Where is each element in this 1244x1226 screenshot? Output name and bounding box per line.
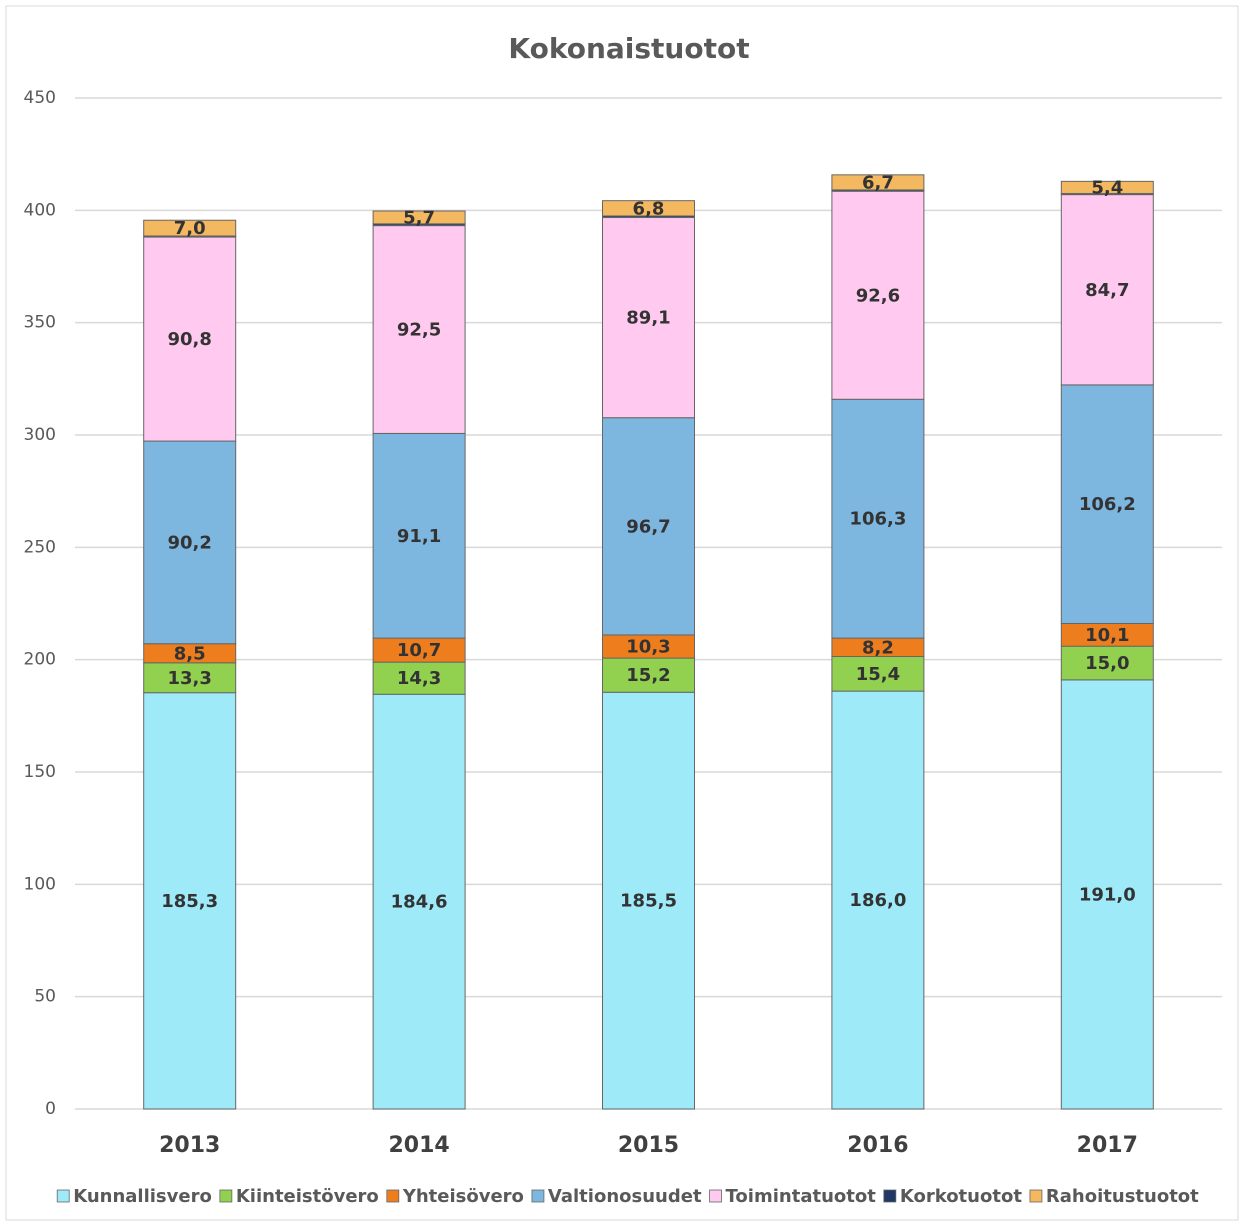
y-tick-label: 50 [34, 987, 56, 1007]
data-label: 10,1 [1085, 625, 1129, 646]
data-label: 84,7 [1085, 280, 1129, 301]
chart-title: Kokonaistuotot [508, 32, 749, 65]
data-label: 15,4 [856, 664, 900, 685]
bar-segment [831, 398, 925, 639]
bar-segment [143, 236, 237, 442]
bar-segment [602, 200, 695, 217]
bar-segment [1060, 194, 1154, 386]
bar-segment [372, 637, 466, 663]
y-tick-label: 150 [24, 762, 56, 782]
x-tick-label: 2016 [847, 1133, 908, 1158]
x-tick-label: 2014 [388, 1133, 449, 1158]
y-tick-label: 300 [24, 425, 56, 445]
bar-segment [1060, 180, 1154, 194]
bar-segment [143, 662, 237, 694]
bar-segment [1060, 645, 1154, 681]
data-label: 90,8 [167, 329, 211, 350]
bar-segment [602, 657, 695, 693]
legend-marker [56, 1189, 70, 1203]
data-label: 15,0 [1085, 653, 1129, 674]
data-label: 185,5 [620, 891, 677, 912]
y-tick-label: 400 [24, 200, 56, 220]
bar-segment [602, 417, 695, 636]
bar-segment [372, 661, 466, 695]
legend-marker [386, 1189, 400, 1203]
data-label: 92,6 [856, 285, 900, 306]
y-tick-label: 450 [24, 88, 56, 108]
bar-segment [831, 190, 925, 400]
legend-label: Kunnallisvero [73, 1186, 212, 1207]
bar-segment [602, 691, 695, 1110]
legend-marker [709, 1189, 722, 1203]
bar-segment [602, 217, 695, 419]
data-label: 10,7 [397, 640, 441, 661]
legend-label: Rahoitustuotot [1046, 1186, 1199, 1207]
bar-segment [831, 690, 925, 1110]
legend-label: Toimintatuotot [726, 1186, 877, 1207]
y-tick-label: 350 [24, 313, 56, 333]
bar-segment [143, 440, 237, 645]
legend-label: Korkotuotot [900, 1186, 1022, 1207]
data-label: 15,2 [626, 665, 670, 686]
legend-marker [1029, 1189, 1043, 1203]
bar-segment [831, 656, 925, 692]
data-label: 6,8 [633, 198, 665, 219]
y-tick-label: 0 [45, 1099, 56, 1119]
bar-segment [831, 174, 925, 191]
data-label: 5,7 [403, 207, 435, 228]
legend-label: Yhteisövero [402, 1186, 524, 1207]
legend-label: Kiinteistövero [236, 1186, 379, 1207]
data-label: 96,7 [626, 516, 670, 537]
data-label: 7,0 [174, 218, 206, 239]
bar-segment [143, 692, 237, 1110]
data-label: 6,7 [862, 172, 894, 193]
bar-segment [372, 225, 466, 434]
data-label: 106,2 [1079, 494, 1136, 515]
data-label: 106,3 [849, 509, 906, 530]
data-label: 90,2 [167, 532, 211, 553]
bar-segment [143, 219, 237, 237]
x-tick-label: 2015 [618, 1133, 679, 1158]
data-label: 5,4 [1091, 177, 1123, 198]
data-label: 14,3 [397, 668, 441, 689]
x-tick-label: 2013 [159, 1133, 220, 1158]
data-label: 185,3 [161, 891, 218, 912]
data-label: 13,3 [167, 668, 211, 689]
data-label: 89,1 [626, 308, 670, 329]
data-label: 186,0 [849, 890, 906, 911]
legend-marker [883, 1189, 897, 1203]
data-label: 184,6 [391, 892, 448, 913]
bar-segment [372, 693, 466, 1110]
legend-marker [219, 1189, 233, 1203]
data-label: 191,0 [1079, 884, 1136, 905]
data-label: 92,5 [397, 320, 441, 341]
y-tick-label: 200 [24, 650, 56, 670]
data-label: 8,5 [174, 643, 206, 664]
data-label: 91,1 [397, 526, 441, 547]
data-label: 10,3 [626, 637, 670, 658]
bar-segment [1060, 384, 1154, 624]
y-tick-label: 100 [24, 874, 56, 894]
bar-segment [372, 210, 466, 225]
legend-marker [531, 1189, 545, 1203]
y-tick-label: 250 [24, 537, 56, 557]
data-label: 8,2 [862, 637, 894, 658]
x-tick-label: 2017 [1077, 1133, 1138, 1158]
legend-label: Valtionosuudet [548, 1186, 702, 1207]
